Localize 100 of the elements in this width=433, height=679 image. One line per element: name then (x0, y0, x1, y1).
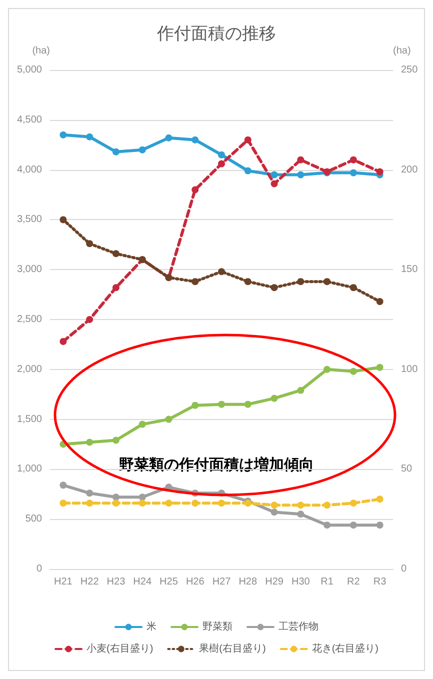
point (350, 169, 357, 176)
y-tick-label: 3,500 (16, 214, 42, 226)
x-tick-label: H21 (54, 576, 73, 588)
point (112, 436, 120, 444)
point (244, 278, 252, 286)
point (297, 156, 304, 164)
point (376, 522, 384, 529)
point (86, 490, 94, 497)
point (218, 151, 225, 158)
point (270, 502, 278, 509)
point (297, 510, 304, 518)
point (86, 133, 94, 140)
point (270, 508, 278, 516)
x-tick-label: H22 (80, 576, 100, 588)
point (86, 316, 94, 323)
point (112, 500, 120, 507)
point (218, 268, 225, 276)
legend-label: 小麦(右目盛り) (86, 642, 154, 654)
point (165, 416, 172, 423)
x-tick-label: H28 (238, 576, 258, 588)
x-tick-label: H30 (291, 576, 310, 588)
point (350, 156, 357, 164)
y-tick-label: 4,500 (16, 114, 42, 126)
point (270, 284, 278, 292)
y2-tick-label: 150 (401, 264, 418, 276)
point (86, 240, 94, 248)
x-tick-label: R3 (373, 576, 387, 588)
legend-label: 米 (146, 620, 156, 632)
point (192, 402, 199, 409)
y-tick-label: 3,000 (16, 264, 42, 276)
point (270, 171, 278, 178)
point (324, 366, 331, 373)
y2-tick-label: 250 (401, 64, 418, 76)
point (192, 278, 199, 286)
point (376, 168, 384, 176)
point (112, 494, 120, 501)
point (138, 420, 146, 428)
x-tick-label: H25 (160, 576, 178, 588)
y-tick-label: 500 (25, 514, 42, 525)
point (297, 386, 304, 394)
point (138, 146, 146, 154)
y-tick-label: 1,500 (16, 414, 42, 425)
point (376, 364, 384, 371)
point (192, 500, 199, 507)
point (270, 180, 278, 188)
point (244, 400, 252, 408)
point (192, 136, 199, 144)
y-tick-label: 0 (36, 564, 42, 574)
point (60, 500, 67, 507)
y-tick-label: 2,000 (16, 364, 42, 375)
point (324, 502, 331, 509)
chart-title: 作付面積の推移 (156, 24, 276, 43)
point (192, 186, 199, 194)
x-tick-label: R1 (320, 576, 334, 588)
point (60, 216, 67, 224)
point (350, 522, 357, 529)
legend-label: 果樹(右目盛り) (199, 642, 266, 654)
point (376, 496, 384, 503)
point (86, 500, 94, 507)
point (218, 500, 225, 507)
point (297, 278, 304, 286)
point (112, 250, 120, 258)
x-tick-label: H24 (133, 576, 152, 588)
y-axis-title: (ha) (32, 46, 50, 56)
point (270, 394, 278, 402)
point (60, 338, 67, 345)
x-tick-label: H23 (106, 576, 126, 588)
y2-tick-label: 0 (401, 564, 407, 574)
point (350, 368, 357, 375)
y2-tick-label: 50 (401, 464, 413, 475)
legend-label: 工芸作物 (278, 620, 318, 632)
point (376, 298, 384, 306)
y-tick-label: 1,000 (16, 464, 42, 475)
point (138, 500, 146, 507)
x-tick-label: R2 (347, 576, 360, 588)
point (218, 160, 225, 168)
point (244, 167, 252, 174)
point (324, 278, 331, 286)
x-tick-label: H26 (186, 576, 205, 588)
point (350, 500, 357, 507)
point (218, 400, 225, 408)
point (112, 284, 120, 292)
point (86, 438, 94, 446)
y2-axis-title: (ha) (393, 46, 411, 56)
point (138, 494, 146, 501)
point (60, 482, 67, 489)
y2-tick-label: 100 (401, 364, 418, 375)
point (297, 171, 304, 178)
point (165, 134, 172, 142)
y-tick-label: 2,500 (16, 314, 42, 325)
point (324, 522, 331, 529)
x-tick-label: H27 (212, 576, 232, 588)
y-tick-label: 5,000 (16, 64, 42, 76)
point (112, 148, 120, 156)
x-tick-label: H29 (265, 576, 284, 588)
point (350, 284, 357, 292)
y2-tick-label: 200 (401, 164, 418, 176)
point (297, 502, 304, 509)
point (60, 131, 67, 138)
point (165, 500, 172, 507)
